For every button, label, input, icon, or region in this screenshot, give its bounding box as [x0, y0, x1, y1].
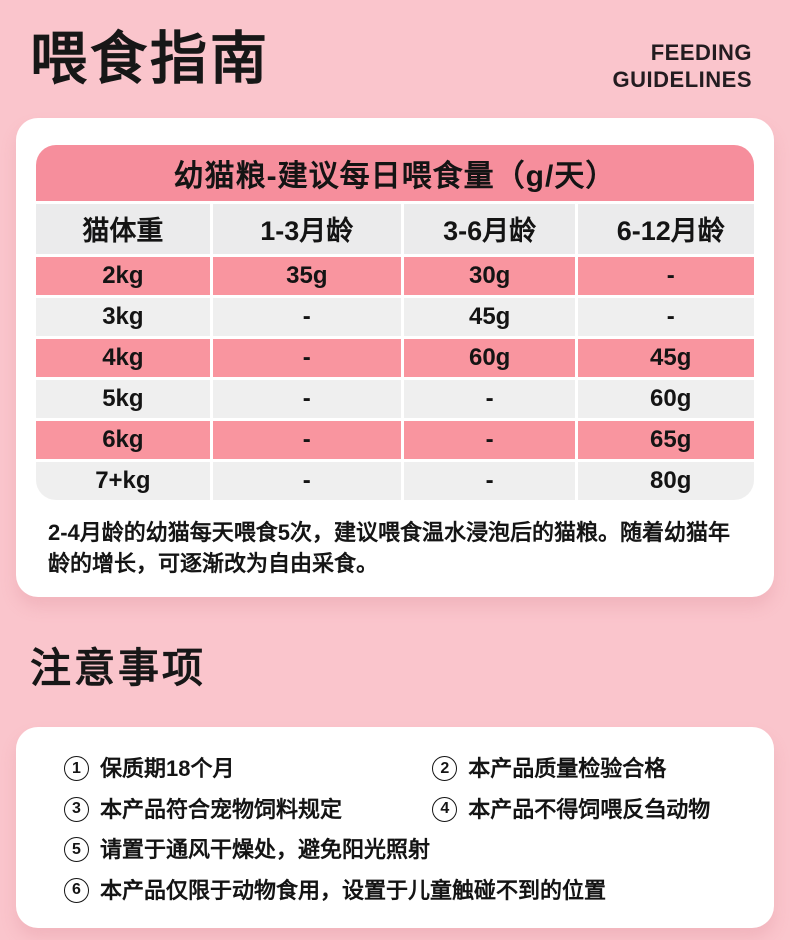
feeding-table-title: 幼猫粮-建议每日喂食量（g/天） [36, 144, 754, 201]
table-cell: - [212, 338, 401, 377]
table-cell: - [578, 297, 754, 336]
table-cell: - [212, 297, 401, 336]
table-cell: 45g [578, 338, 754, 377]
table-cell: 5kg [36, 379, 210, 418]
table-cell: 3kg [36, 297, 210, 336]
notice-item: 6 本产品仅限于动物食用，设置于儿童触碰不到的位置 [64, 877, 746, 905]
table-cell: 7+kg [36, 461, 210, 500]
column-header: 1-3月龄 [212, 203, 401, 254]
circled-number: 3 [64, 796, 89, 822]
table-cell: 60g [403, 338, 576, 377]
page-header: 喂食指南 FEEDING GUIDELINES [0, 0, 790, 94]
table-header-row: 猫体重 1-3月龄 3-6月龄 6-12月龄 [36, 203, 754, 254]
table-cell: 60g [578, 379, 754, 418]
table-cell: 35g [212, 256, 401, 295]
table-row: 2kg 35g 30g - [36, 256, 754, 295]
table-row: 7+kg - - 80g [36, 461, 754, 500]
notice-text: 本产品质量检验合格 [468, 756, 667, 782]
notice-text: 保质期18个月 [100, 756, 235, 782]
subtitle-line-2: GUIDELINES [612, 66, 752, 92]
table-row: 6kg - - 65g [36, 420, 754, 459]
column-header: 猫体重 [36, 203, 210, 254]
notice-item: 4 本产品不得饲喂反刍动物 [432, 796, 746, 824]
table-row: 3kg - 45g - [36, 297, 754, 336]
circled-number: 2 [432, 756, 458, 782]
notices-list: 1 保质期18个月 2 本产品质量检验合格 3 本产品符合宠物饲料规定 4 本产… [64, 755, 746, 904]
subtitle-line-1: FEEDING [650, 40, 752, 65]
table-cell: - [578, 256, 754, 295]
table-cell: 4kg [36, 338, 210, 377]
table-cell: 45g [403, 297, 576, 336]
page-title: 喂食指南 [30, 27, 270, 91]
table-cell: - [403, 461, 576, 500]
notice-item: 3 本产品符合宠物饲料规定 [64, 796, 432, 824]
notice-item: 1 保质期18个月 [64, 755, 432, 783]
notice-text: 本产品符合宠物饲料规定 [100, 796, 343, 822]
table-cell: 2kg [36, 256, 210, 295]
table-cell: 65g [578, 420, 754, 459]
circled-number: 5 [64, 837, 89, 863]
notice-text: 请置于通风干燥处，避免阳光照射 [100, 837, 431, 863]
table-row: 5kg - - 60g [36, 379, 754, 418]
page-subtitle-english: FEEDING GUIDELINES [613, 40, 752, 94]
notice-item: 2 本产品质量检验合格 [432, 755, 746, 783]
notices-heading: 注意事项 [30, 645, 206, 692]
table-cell: 80g [578, 461, 754, 500]
feeding-table-card: 幼猫粮-建议每日喂食量（g/天） 猫体重 1-3月龄 3-6月龄 6-12月龄 … [16, 117, 774, 598]
table-cell: 30g [403, 256, 576, 295]
table-cell: - [212, 420, 401, 459]
notice-text: 本产品不得饲喂反刍动物 [468, 796, 711, 822]
notice-item: 5 请置于通风干燥处，避免阳光照射 [64, 836, 746, 864]
table-cell: - [212, 461, 401, 500]
column-header: 6-12月龄 [578, 203, 754, 254]
feeding-note: 2-4月龄的幼猫每天喂食5次，建议喂食温水浸泡后的猫粮。随着幼猫年龄的增长，可逐… [48, 519, 731, 576]
circled-number: 4 [432, 796, 458, 822]
table-cell: - [403, 420, 576, 459]
column-header: 3-6月龄 [403, 203, 576, 254]
circled-number: 6 [64, 877, 89, 903]
circled-number: 1 [64, 756, 89, 782]
table-cell: 6kg [36, 420, 210, 459]
table-cell: - [212, 379, 401, 418]
table-cell: - [403, 379, 576, 418]
notice-text: 本产品仅限于动物食用，设置于儿童触碰不到的位置 [100, 877, 607, 903]
table-row: 4kg - 60g 45g [36, 338, 754, 377]
notices-card: 1 保质期18个月 2 本产品质量检验合格 3 本产品符合宠物饲料规定 4 本产… [16, 727, 774, 929]
feeding-table: 幼猫粮-建议每日喂食量（g/天） 猫体重 1-3月龄 3-6月龄 6-12月龄 … [36, 144, 754, 500]
